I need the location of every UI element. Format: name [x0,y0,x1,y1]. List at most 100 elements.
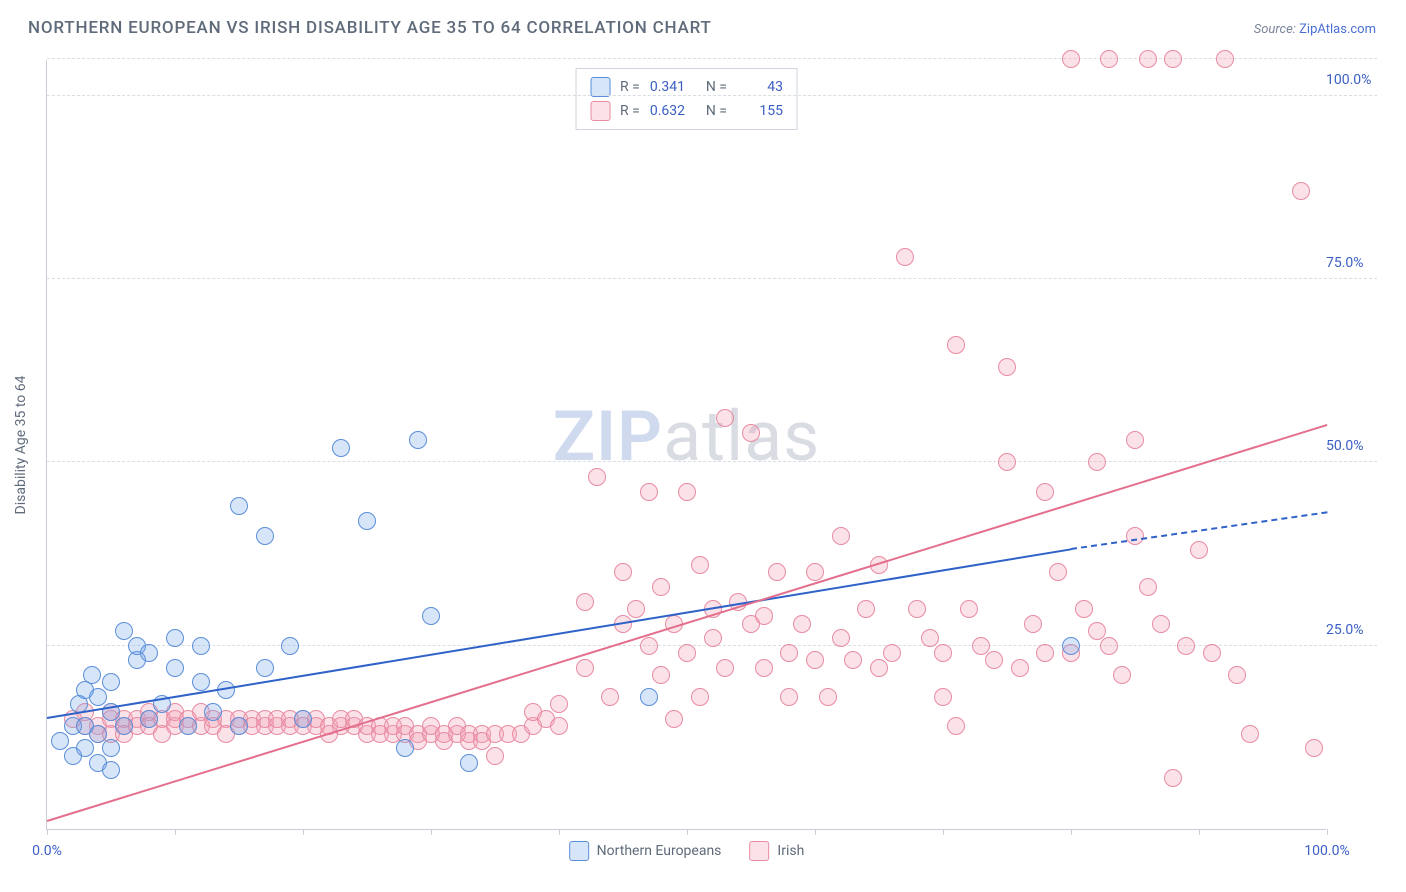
source-attribution: Source: ZipAtlas.com [1254,22,1376,37]
data-point [691,688,709,706]
legend-r-value: 0.632 [650,103,696,119]
data-point [960,600,978,618]
data-point [1241,725,1259,743]
data-point [832,527,850,545]
data-point [716,659,734,677]
data-point [947,336,965,354]
x-tick-mark [303,829,304,835]
trend-line [47,548,1071,719]
x-tick-mark [559,829,560,835]
data-point [576,659,594,677]
x-tick-label: 0.0% [32,843,62,859]
data-point [179,717,197,735]
legend-n-label: N = [706,79,727,95]
data-point [601,688,619,706]
data-point [652,578,670,596]
data-point [806,651,824,669]
data-point [640,637,658,655]
data-point [166,629,184,647]
data-point [998,453,1016,471]
data-point [256,659,274,677]
data-point [1075,600,1093,618]
data-point [844,651,862,669]
data-point [640,688,658,706]
data-point [588,468,606,486]
correlation-legend-row: R =0.632N =155 [590,99,783,123]
legend-n-value: 43 [737,79,783,95]
data-point [396,739,414,757]
data-point [486,747,504,765]
data-point [550,717,568,735]
data-point [755,659,773,677]
scatter-chart: Disability Age 35 to 64 ZIPatlas R =0.34… [46,60,1376,830]
data-point [1088,453,1106,471]
data-point [780,644,798,662]
legend-swatch [569,841,589,861]
data-point [857,600,875,618]
data-point [652,666,670,684]
data-point [422,607,440,625]
data-point [768,563,786,581]
data-point [640,483,658,501]
data-point [896,248,914,266]
data-point [140,644,158,662]
data-point [716,409,734,427]
data-point [140,710,158,728]
data-point [51,732,69,750]
gridline [47,95,1377,96]
data-point [1177,637,1195,655]
series-name: Irish [777,843,804,859]
data-point [1203,644,1221,662]
data-point [1100,637,1118,655]
data-point [1216,50,1234,68]
series-name: Northern Europeans [597,843,722,859]
data-point [1190,541,1208,559]
legend-r-label: R = [620,79,640,95]
data-point [1164,769,1182,787]
data-point [678,483,696,501]
data-point [204,703,222,721]
data-point [89,688,107,706]
data-point [576,593,594,611]
data-point [1305,739,1323,757]
data-point [1139,578,1157,596]
y-tick-label: 50.0% [1326,438,1386,454]
data-point [780,688,798,706]
x-tick-mark [943,829,944,835]
series-legend-item: Northern Europeans [569,841,722,861]
data-point [230,717,248,735]
legend-swatch [590,101,610,121]
data-point [934,644,952,662]
legend-r-label: R = [620,103,640,119]
source-prefix: Source: [1254,22,1299,37]
data-point [985,651,1003,669]
data-point [1088,622,1106,640]
data-point [678,644,696,662]
source-link[interactable]: ZipAtlas.com [1299,22,1376,37]
x-tick-mark [687,829,688,835]
x-tick-label: 100.0% [1304,843,1349,859]
data-point [793,615,811,633]
x-tick-mark [1199,829,1200,835]
data-point [83,666,101,684]
x-tick-mark [431,829,432,835]
data-point [409,431,427,449]
legend-swatch [749,841,769,861]
data-point [819,688,837,706]
watermark: ZIPatlas [553,395,821,477]
legend-n-label: N = [706,103,727,119]
x-tick-mark [47,829,48,835]
gridline [47,461,1377,462]
data-point [806,563,824,581]
data-point [972,637,990,655]
chart-title: NORTHERN EUROPEAN VS IRISH DISABILITY AG… [28,18,712,38]
data-point [550,695,568,713]
data-point [166,659,184,677]
correlation-legend: R =0.341N =43R =0.632N =155 [575,68,798,130]
data-point [358,512,376,530]
data-point [832,629,850,647]
data-point [1292,182,1310,200]
data-point [755,607,773,625]
y-tick-label: 75.0% [1326,255,1386,271]
data-point [665,710,683,728]
